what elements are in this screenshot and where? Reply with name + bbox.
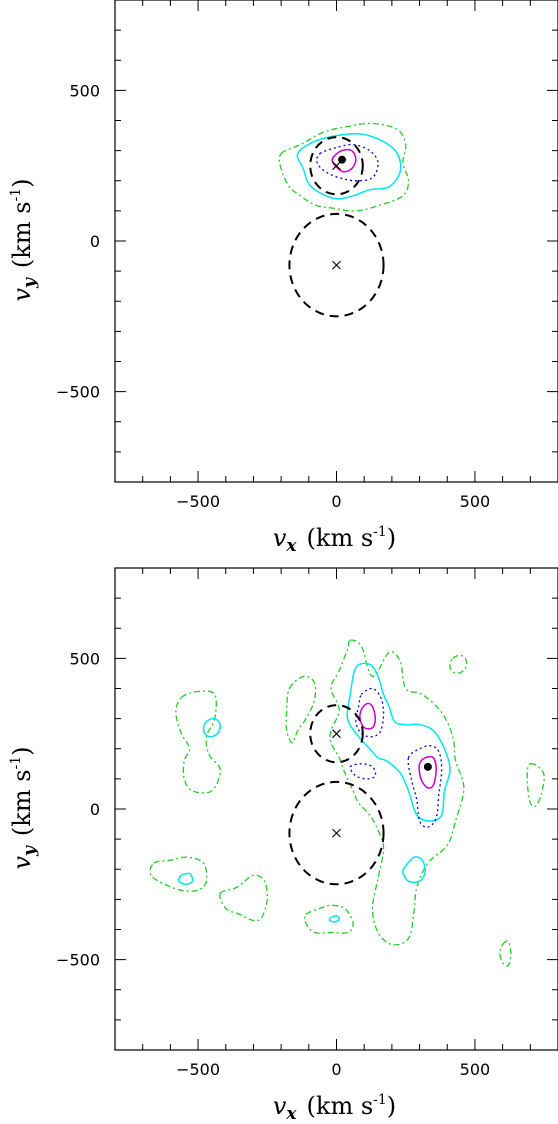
contour-level1: [329, 639, 465, 946]
x-tick-label: 0: [331, 492, 341, 511]
dashed-circle: [288, 212, 385, 318]
contour-level1: [285, 675, 317, 744]
contour-level2: [202, 717, 222, 738]
dashed-circle: [309, 136, 364, 196]
contour-level3: [355, 687, 385, 738]
x-axis-label: vx (km s-1): [273, 524, 396, 556]
y-tick-label: −500: [56, 951, 100, 970]
contour-level2: [402, 856, 426, 884]
contour-level3: [407, 744, 443, 828]
plot-frame: [114, 0, 558, 483]
contour-level2: [177, 872, 194, 886]
x-tick-label: −500: [176, 492, 220, 511]
x-tick-label: −500: [176, 1060, 220, 1079]
x-tick-label: 500: [460, 492, 491, 511]
contour-level1: [219, 874, 269, 922]
contour-level1: [175, 690, 221, 794]
contour-level1: [449, 654, 468, 675]
contour-level2: [296, 132, 402, 200]
bottom-panel: −500 0 500 −500 0 500 vx (km s-1) vy(km s-1): [8, 567, 558, 1124]
plot-frame: [114, 567, 558, 1051]
y-tick-label: 500: [69, 649, 100, 668]
top-panel: −500 0 500 −500 0 500 vx (km s-1) vy(km s-1): [8, 0, 558, 556]
y-tick-label: 0: [90, 232, 100, 251]
contour-level4: [418, 755, 437, 789]
y-tick-label: 500: [69, 81, 100, 100]
dashed-circle: [309, 704, 364, 764]
peak-marker: [423, 762, 432, 771]
contour-level2: [346, 662, 451, 822]
x-axis-label: vx (km s-1): [273, 1092, 396, 1124]
cross-marker: [332, 729, 341, 739]
contour-level4: [359, 702, 377, 730]
contour-level1: [526, 763, 545, 808]
cross-marker: [332, 161, 341, 171]
x-tick-label: 500: [460, 1060, 491, 1079]
x-tick-label: 0: [331, 1060, 341, 1079]
y-axis-label: vy(km s-1): [8, 746, 40, 869]
contour-level3: [349, 763, 377, 780]
y-axis-label: vy(km s-1): [8, 178, 40, 301]
y-tick-label: 0: [90, 800, 100, 819]
contour-level2: [328, 915, 341, 923]
y-tick-label: −500: [56, 383, 100, 402]
plot-area: [278, 122, 410, 318]
peak-marker: [338, 155, 347, 164]
contour-level1: [499, 940, 512, 967]
contour-level1: [149, 856, 208, 892]
plot-area: [149, 639, 545, 967]
dashed-circle: [288, 780, 385, 886]
cross-marker: [332, 260, 341, 270]
cross-marker: [332, 828, 341, 838]
contour-level1: [278, 122, 410, 212]
